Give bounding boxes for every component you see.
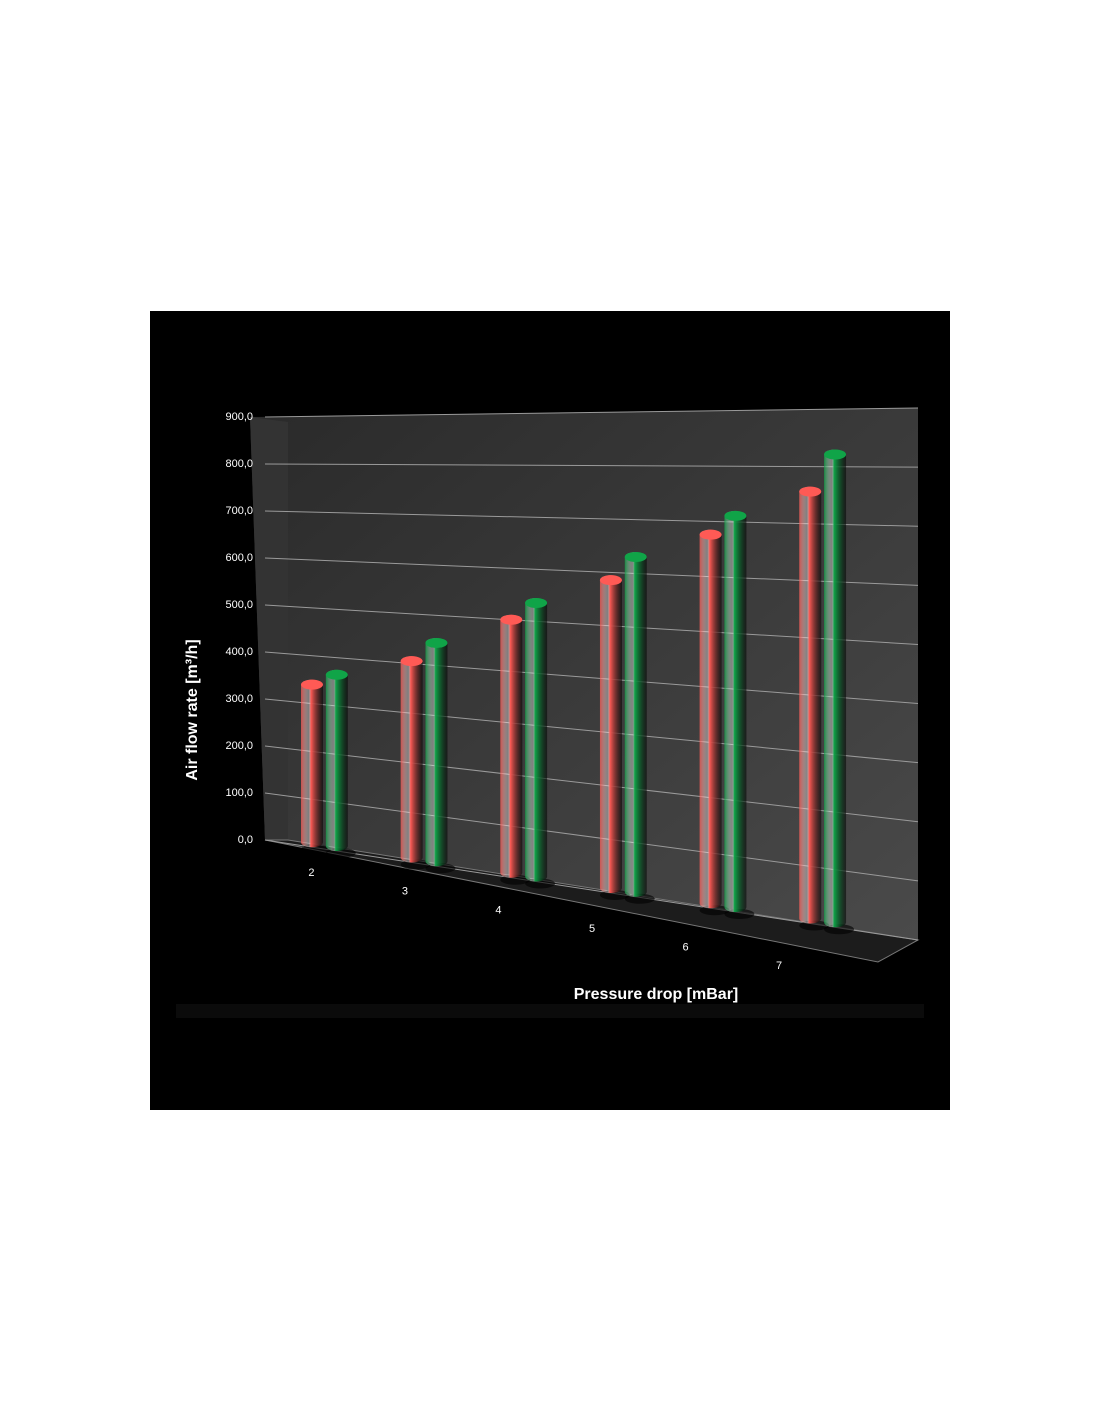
x-tick-label: 7 xyxy=(776,960,782,972)
bar-cap xyxy=(699,529,722,540)
y-tick-label: 800,0 xyxy=(225,458,253,470)
y-tick-label: 200,0 xyxy=(225,740,253,752)
grid-line xyxy=(264,463,919,468)
x-tick-label: 5 xyxy=(589,923,595,935)
x-tick-label: 3 xyxy=(402,886,408,898)
bar xyxy=(624,551,647,897)
x-axis-title: Pressure drop [mBar] xyxy=(574,986,739,1003)
y-tick-label: 700,0 xyxy=(225,505,253,517)
reflection xyxy=(176,1004,924,1018)
bar xyxy=(724,510,747,913)
x-tick-label: 2 xyxy=(308,867,314,879)
x-tick-label: 6 xyxy=(683,942,689,954)
bar-cap xyxy=(724,510,747,521)
y-tick-label: 400,0 xyxy=(225,646,253,658)
bar-cap xyxy=(425,637,448,648)
x-tick-label: 4 xyxy=(495,904,501,916)
bar-cap xyxy=(525,597,548,608)
y-tick-label: 100,0 xyxy=(225,787,253,799)
y-tick-label: 600,0 xyxy=(225,552,253,564)
bar xyxy=(799,486,822,924)
bar-cap xyxy=(325,669,348,680)
bar xyxy=(599,575,622,893)
bar xyxy=(824,449,847,928)
bar xyxy=(525,597,548,882)
bar-cap xyxy=(400,656,423,667)
bar-cap xyxy=(301,679,324,690)
grid-line xyxy=(264,407,919,418)
bar xyxy=(301,679,324,848)
y-tick-label: 900,0 xyxy=(225,411,253,423)
bar-cap xyxy=(624,551,647,562)
bar-cap xyxy=(799,486,822,497)
bar xyxy=(425,637,448,867)
bar xyxy=(400,656,423,863)
y-axis-title: Air flow rate [m³/h] xyxy=(184,639,201,780)
bar xyxy=(699,529,722,909)
bar-cap xyxy=(824,449,847,460)
y-tick-label: 300,0 xyxy=(225,693,253,705)
bar xyxy=(325,669,348,851)
bar-cap xyxy=(500,614,523,625)
bar-cap xyxy=(599,575,622,586)
y-tick-label: 500,0 xyxy=(225,599,253,611)
side-wall xyxy=(250,417,288,840)
y-tick-label: 0,0 xyxy=(238,834,253,846)
bar xyxy=(500,614,523,878)
